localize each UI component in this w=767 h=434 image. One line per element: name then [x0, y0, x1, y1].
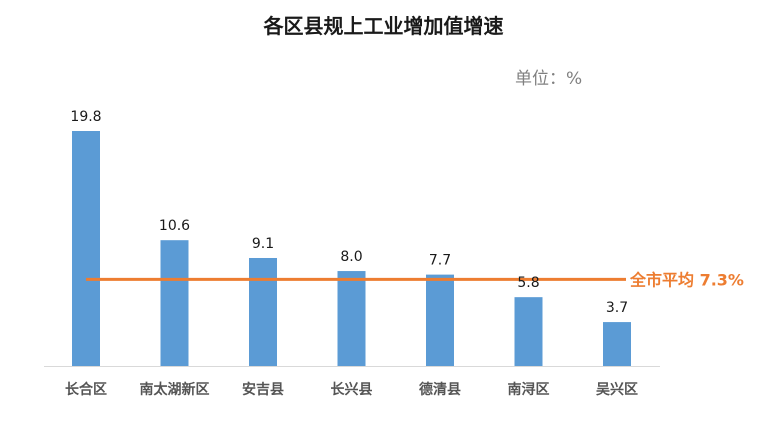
- data-label: 19.8: [70, 109, 101, 125]
- bar: [337, 271, 366, 366]
- data-label: 7.7: [429, 253, 451, 269]
- bar: [72, 131, 100, 366]
- x-tick-label: 长合区: [65, 381, 107, 398]
- data-label: 8.0: [340, 249, 362, 265]
- x-tick-label: 南太湖新区: [140, 381, 210, 398]
- bar: [426, 274, 454, 366]
- x-tick-label: 长兴县: [331, 381, 373, 398]
- bar: [603, 322, 631, 366]
- data-label: 5.8: [517, 275, 539, 291]
- bar: [249, 257, 277, 366]
- bar: [514, 297, 543, 366]
- x-tick-label: 德清县: [419, 381, 461, 398]
- x-tick-label: 安吉县: [242, 381, 284, 398]
- data-label: 10.6: [159, 218, 190, 234]
- x-tick-label: 吴兴区: [596, 381, 638, 398]
- x-tick-label: 南浔区: [508, 381, 550, 398]
- chart-title: 各区县规上工业增加值增速: [263, 14, 504, 38]
- data-label: 3.7: [606, 300, 628, 316]
- bar: [160, 240, 189, 366]
- unit-label: 单位：%: [515, 69, 583, 89]
- data-label: 9.1: [252, 236, 274, 252]
- average-label: 全市平均 7.3%: [629, 270, 744, 289]
